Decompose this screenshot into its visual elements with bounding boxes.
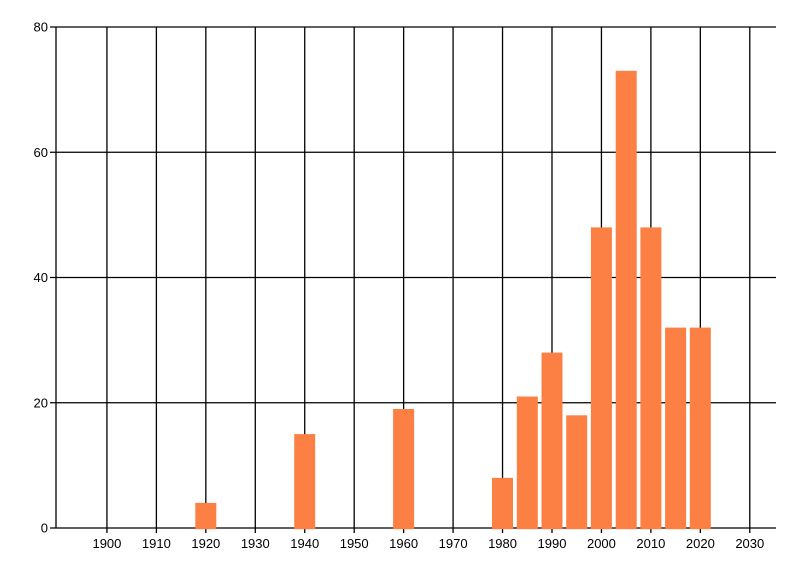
x-tick-label: 2010: [636, 536, 665, 551]
bar-1995: [566, 415, 588, 530]
x-tick-label: 1920: [191, 536, 220, 551]
y-tick-label: 20: [34, 395, 48, 410]
x-tick-label: 2020: [686, 536, 715, 551]
x-tick-label: 1900: [92, 536, 121, 551]
bar-2005: [615, 70, 637, 530]
x-tick-label: 1910: [142, 536, 171, 551]
bar-1990: [541, 352, 563, 530]
bar-2015: [665, 327, 687, 530]
y-tick-label: 0: [41, 521, 48, 536]
x-tick-label: 1950: [340, 536, 369, 551]
y-tick-label: 40: [34, 270, 48, 285]
bar-2020: [689, 327, 711, 530]
bar-1960: [393, 409, 415, 530]
bar-1985: [516, 396, 538, 530]
x-tick-label: 1960: [389, 536, 418, 551]
x-tick-label: 1990: [538, 536, 567, 551]
bar-2010: [640, 227, 662, 530]
bar-1940: [294, 434, 316, 530]
x-tick-label: 2030: [735, 536, 764, 551]
bar-1920: [195, 502, 217, 530]
bar-2000: [590, 227, 612, 530]
x-tick-label: 1970: [439, 536, 468, 551]
bar-1980: [492, 477, 513, 530]
y-tick-label: 80: [34, 20, 48, 35]
x-tick-label: 2000: [587, 536, 616, 551]
y-tick-label: 60: [34, 145, 48, 160]
x-tick-label: 1980: [488, 536, 517, 551]
x-tick-label: 1930: [241, 536, 270, 551]
x-tick-label: 1940: [290, 536, 319, 551]
